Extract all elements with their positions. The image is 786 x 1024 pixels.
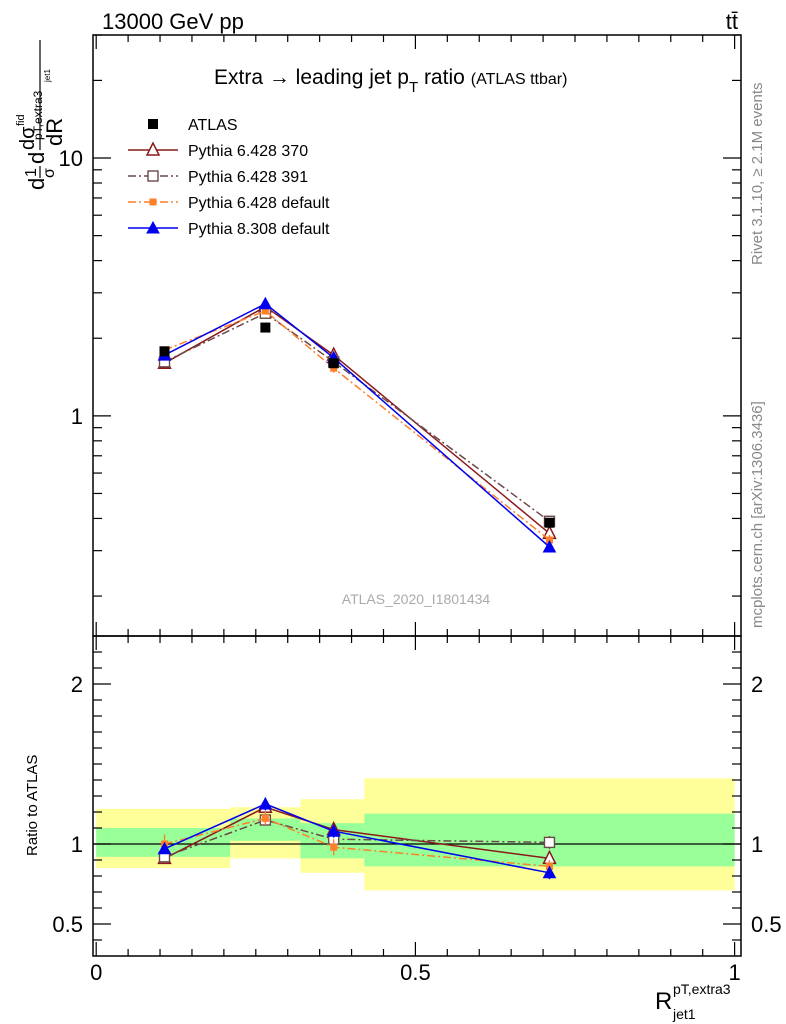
svg-text:d: d: [24, 152, 49, 164]
svg-text:jet1: jet1: [672, 1006, 696, 1022]
ratio-line-p6_391: [164, 819, 550, 858]
legend-entry-p6_391: Pythia 6.428 391: [128, 169, 308, 186]
y-tick-label: 10: [59, 146, 83, 171]
svg-text:dR: dR: [42, 118, 67, 146]
legend-marker: [145, 141, 161, 156]
ratio-line-p8_default: [164, 803, 550, 874]
data-point: [258, 296, 273, 310]
svg-text:dσ: dσ: [17, 126, 39, 150]
series-line-p6_370: [164, 305, 550, 534]
ratio-point: [157, 841, 172, 855]
svg-text:fid: fid: [15, 114, 27, 126]
legend-label: Pythia 6.428 370: [188, 143, 308, 160]
ratio-y-tick-label-right: 2: [751, 672, 763, 697]
legend-marker: [146, 220, 160, 234]
ratio-y-tick-label: 1: [71, 832, 83, 857]
x-tick-label: 1: [728, 960, 740, 985]
legend-label: Pythia 8.308 default: [188, 221, 330, 238]
atlas-point: [328, 358, 339, 369]
legend-marker: [147, 170, 159, 182]
x-tick-label: 0: [90, 960, 102, 985]
series-p8_default: [157, 296, 557, 880]
ratio-y-tick-label: 0.5: [52, 912, 83, 937]
series-line-p6_391: [164, 312, 550, 522]
ratio-point: [258, 796, 273, 810]
legend-label: ATLAS: [188, 117, 238, 134]
svg-text:1: 1: [23, 168, 40, 177]
x-axis-label: R pT,extra3 jet1: [655, 981, 731, 1022]
legend-entry-p8_default: Pythia 8.308 default: [128, 220, 330, 238]
svg-text:σ: σ: [41, 168, 58, 178]
svg-text:d: d: [24, 178, 49, 190]
ratio-point: [326, 824, 341, 837]
x-tick-label: 0.5: [400, 960, 431, 985]
legend-entry-atlas: ATLAS: [148, 117, 238, 134]
ratio-y-tick-label-right: 1: [751, 832, 763, 857]
axis-ticks: 0 0.5 1 1 10 0.5 0.5 1 1 2 2: [52, 34, 782, 985]
series-line-p8_default: [164, 302, 550, 548]
legend-label: Pythia 6.428 default: [188, 195, 330, 212]
series-line-p6_default: [164, 310, 550, 541]
ratio-point: [330, 843, 338, 851]
ratio-line-p6_default: [164, 817, 550, 868]
header-right: tt̄: [726, 9, 738, 34]
y-tick-label: 1: [71, 404, 83, 429]
ratio-y-tick-label: 2: [71, 672, 83, 697]
svg-text:pT,extra3: pT,extra3: [673, 981, 731, 997]
mcplots-credit: mcplots.cern.ch [arXiv:1306.3436]: [749, 401, 766, 628]
atlas-point: [544, 517, 555, 528]
ratio-bands: [96, 778, 735, 891]
header-left: 13000 GeV pp: [102, 9, 244, 34]
rivet-credit: Rivet 3.1.10, ≥ 2.1M events: [749, 83, 766, 266]
svg-text:pT,extra3: pT,extra3: [31, 90, 45, 140]
analysis-watermark: ATLAS_2020_I1801434: [342, 591, 491, 607]
series-layer: [157, 296, 557, 880]
ratio-point: [261, 814, 269, 822]
data-point: [261, 307, 269, 315]
legend-marker: [148, 119, 158, 129]
legend-entry-p6_default: Pythia 6.428 default: [128, 195, 330, 212]
svg-text:jet1: jet1: [43, 69, 52, 83]
ratio-y-tick-label-right: 0.5: [751, 912, 782, 937]
atlas-point: [260, 322, 271, 333]
legend-marker: [149, 198, 157, 206]
legend-entry-p6_370: Pythia 6.428 370: [128, 141, 308, 160]
main-y-label: d 1 σ d dσ fid pT,extra3 jet1 dR: [15, 40, 67, 190]
data-point: [542, 539, 557, 553]
series-atlas: [159, 322, 555, 528]
legend-label: Pythia 6.428 391: [188, 169, 308, 186]
data-point: [330, 364, 338, 372]
svg-text:R: R: [655, 988, 672, 1015]
plot-title: Extra → leading jet pT ratio (ATLAS ttbar…: [214, 66, 567, 96]
legend: ATLAS Pythia 6.428 370 Pythia 6.428 391 Pyt…: [128, 117, 330, 238]
ratio-point: [542, 865, 557, 879]
stat-uncertainty-band: [230, 818, 301, 841]
ratio-y-label: Ratio to ATLAS: [24, 755, 41, 856]
atlas-point: [159, 346, 170, 357]
ratio-point: [543, 836, 556, 849]
